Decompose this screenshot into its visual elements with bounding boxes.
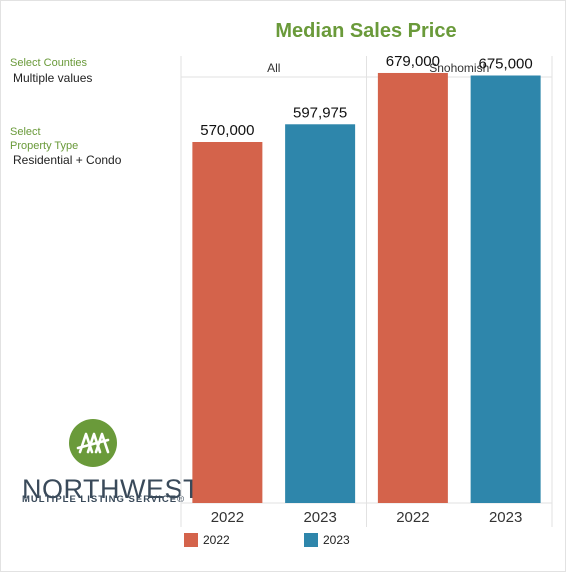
x-tick-label: 2023 [303, 509, 336, 526]
chart-title: Median Sales Price [275, 20, 457, 42]
legend-item-2023: 2023 [304, 533, 350, 547]
bar [470, 75, 541, 503]
logo-subtitle: MULTIPLE LISTING SERVICE® [22, 494, 186, 505]
logo-wordmark: NORTHWEST [22, 474, 200, 504]
data-label: 679,000 [386, 53, 440, 70]
bar [192, 142, 263, 503]
legend-swatch-2022 [184, 533, 198, 547]
property-type-label-line1: Select [10, 126, 41, 138]
panel-header: Snohomish [429, 61, 489, 75]
data-label: 675,000 [479, 56, 533, 73]
data-label: 570,000 [200, 122, 254, 139]
data-label: 597,975 [293, 104, 347, 121]
panel-header: All [267, 61, 280, 75]
x-tick-label: 2022 [211, 509, 244, 526]
counties-filter-value[interactable]: Multiple values [13, 71, 93, 85]
property-type-label-line2: Property Type [10, 140, 79, 152]
nwmls-logo-icon [69, 419, 117, 467]
x-tick-label: 2023 [489, 509, 522, 526]
property-type-filter-value[interactable]: Residential + Condo [13, 153, 122, 167]
x-tick-label: 2022 [396, 509, 429, 526]
legend-swatch-2023 [304, 533, 318, 547]
legend-item-2022: 2022 [184, 533, 230, 547]
legend-label-2023: 2023 [323, 533, 350, 547]
bar [285, 124, 356, 503]
bar [377, 72, 448, 503]
counties-filter-label: Select Counties [10, 57, 88, 69]
legend-label-2022: 2022 [203, 533, 230, 547]
